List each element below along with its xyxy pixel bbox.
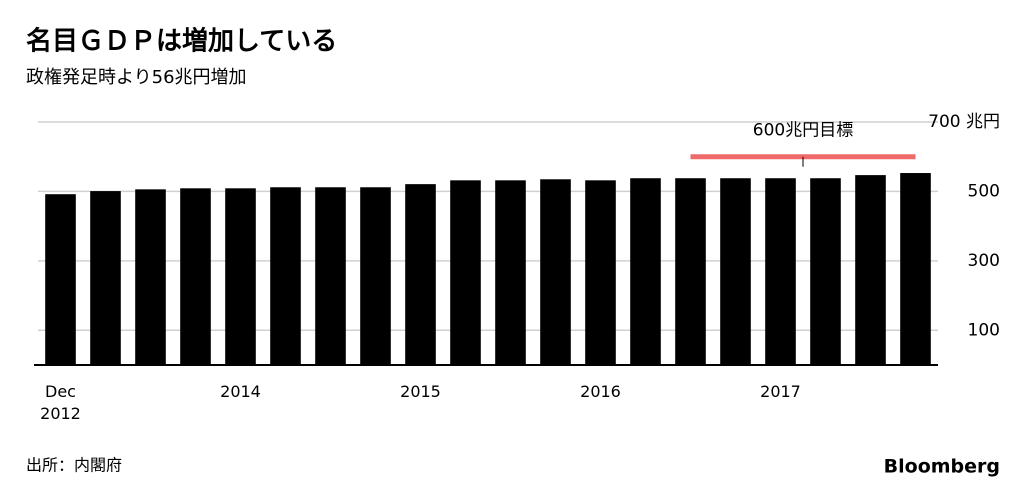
y-tick-label: 300 bbox=[968, 251, 1000, 271]
logo: Bloomberg bbox=[884, 456, 1000, 478]
y-tick-label: 500 bbox=[968, 181, 1000, 201]
x-tick-label: Dec 2012 bbox=[40, 382, 81, 423]
bar bbox=[45, 194, 76, 365]
bar bbox=[135, 189, 166, 365]
bar bbox=[855, 175, 886, 365]
bar bbox=[810, 178, 841, 365]
bar bbox=[630, 178, 661, 365]
bar bbox=[900, 173, 931, 365]
bar bbox=[495, 180, 526, 365]
x-tick-label: 2015 bbox=[400, 382, 441, 401]
chart-title: 名目ＧＤＰは増加している bbox=[26, 26, 337, 57]
bar bbox=[540, 179, 571, 365]
y-tick-label: 100 bbox=[968, 320, 1000, 340]
bar bbox=[450, 180, 481, 365]
x-tick-label: 2017 bbox=[760, 382, 801, 401]
bar bbox=[225, 188, 256, 365]
bar bbox=[720, 178, 751, 365]
x-tick-label: 2014 bbox=[220, 382, 261, 401]
bar bbox=[765, 178, 796, 365]
bar bbox=[90, 191, 121, 365]
bar bbox=[315, 187, 346, 365]
y-tick-label: 700 兆円 bbox=[928, 112, 1000, 132]
bar bbox=[405, 184, 436, 365]
bar bbox=[360, 187, 391, 365]
target-label: 600兆円目標 bbox=[753, 121, 853, 141]
x-tick-label: 2016 bbox=[580, 382, 621, 401]
source: 出所：内閣府 bbox=[26, 456, 122, 475]
bar bbox=[270, 187, 301, 365]
bar bbox=[675, 178, 706, 365]
chart-subtitle: 政権発足時より56兆円増加 bbox=[26, 67, 247, 88]
bar bbox=[180, 188, 211, 365]
bar bbox=[585, 180, 616, 365]
